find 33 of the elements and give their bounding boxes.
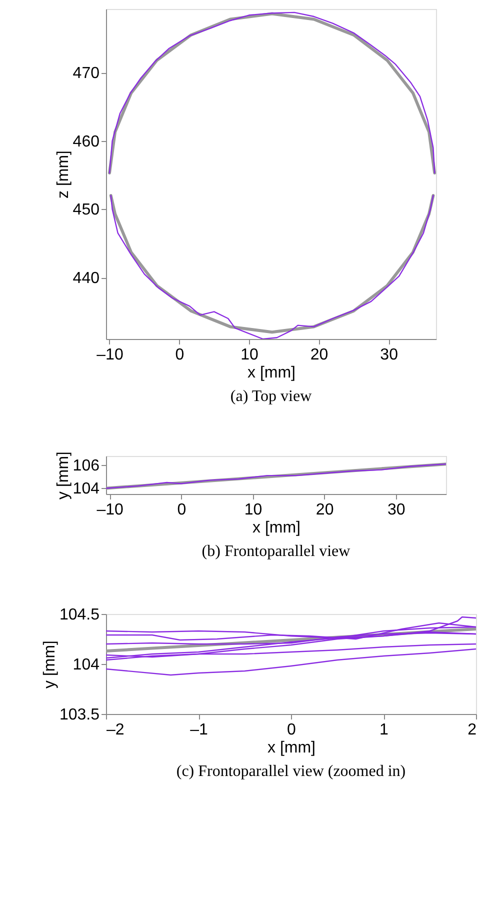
x-tick-label: 0: [287, 722, 296, 738]
x-tick-label: 0: [177, 502, 186, 518]
x-tick-label: 20: [316, 502, 334, 518]
y-tick-label: 440: [72, 270, 100, 288]
x-tick-label: 10: [240, 346, 259, 364]
y-tick-label: 106: [72, 458, 100, 475]
y-axis-title: y [mm]: [54, 452, 72, 500]
x-tick-label: –10: [96, 346, 124, 364]
y-tick-label: 460: [72, 133, 100, 150]
y-axis-title: y [mm]: [41, 640, 58, 688]
x-tick-label: 20: [310, 346, 328, 364]
y-tick-label: 104.5: [59, 606, 100, 624]
x-tick-label: –10: [96, 502, 124, 518]
y-axis-title: z [mm]: [54, 150, 72, 198]
x-tick-label: 30: [380, 346, 398, 364]
x-tick-label: 0: [175, 346, 184, 364]
x-axis-title: x [mm]: [248, 364, 296, 382]
x-tick-label: 1: [380, 722, 389, 738]
y-tick-label: 450: [72, 202, 100, 219]
x-tick-label: –2: [106, 722, 124, 738]
text: (a) Top view: [230, 388, 312, 405]
x-tick-label: –1: [190, 722, 208, 738]
x-tick-label: 10: [244, 502, 262, 518]
text: (b) Frontoparallel view: [202, 543, 351, 560]
y-tick-label: 103.5: [59, 706, 100, 724]
x-axis-title: x [mm]: [252, 520, 300, 536]
y-tick-label: 470: [72, 65, 100, 82]
x-tick-label: 30: [387, 502, 406, 518]
y-tick-label: 104: [72, 656, 100, 674]
y-tick-label: 104: [72, 480, 100, 498]
text: (c) Frontoparallel view (zoomed in): [176, 763, 406, 780]
x-tick-label: 2: [468, 722, 477, 738]
x-axis-title: x [mm]: [268, 740, 316, 756]
